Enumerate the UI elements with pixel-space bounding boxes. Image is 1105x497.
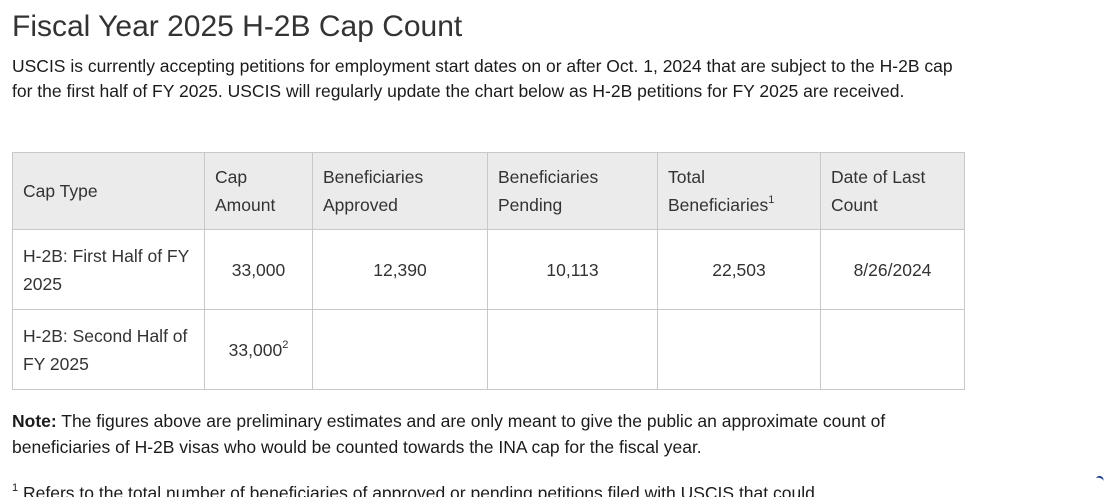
cursor-icon: [1095, 474, 1105, 483]
note-text: The figures above are preliminary estima…: [12, 411, 886, 457]
cap-amount-value: 33,000: [228, 339, 283, 360]
cell-total: [657, 309, 821, 390]
header-beneficiaries-approved: Beneficiaries Approved: [312, 152, 488, 230]
header-cap-amount: Cap Amount: [204, 152, 313, 230]
cell-date: 8/26/2024: [820, 229, 965, 310]
header-cap-type: Cap Type: [12, 152, 205, 230]
footnote-ref-1[interactable]: 1: [768, 194, 775, 207]
note-label: Note:: [12, 411, 57, 431]
intro-paragraph: USCIS is currently accepting petitions f…: [12, 56, 953, 101]
header-total-beneficiaries: Total Beneficiaries1: [657, 152, 821, 230]
header-date-last-count: Date of Last Count: [820, 152, 965, 230]
header-total-label: Total Beneficiaries: [668, 167, 769, 215]
footnote-marker: 1: [12, 482, 19, 495]
cell-approved: 12,390: [312, 229, 488, 310]
cell-cap-amount: 33,0002: [204, 309, 313, 390]
footnote-1: 1 Refers to the total number of benefici…: [12, 480, 815, 497]
cell-pending: 10,113: [487, 229, 658, 310]
header-beneficiaries-pending: Beneficiaries Pending: [487, 152, 658, 230]
cap-count-table: Cap Type Cap Amount Beneficiaries Approv…: [12, 152, 965, 390]
cell-cap-type: H-2B: First Half of FY 2025: [12, 229, 205, 310]
footnote-ref-2[interactable]: 2: [282, 338, 289, 351]
cell-cap-amount: 33,000: [204, 229, 313, 310]
cell-cap-type: H-2B: Second Half of FY 2025: [12, 309, 205, 390]
note-paragraph: Note: The figures above are preliminary …: [12, 408, 972, 460]
cell-date: [820, 309, 965, 390]
footnote-text: Refers to the total number of beneficiar…: [18, 483, 815, 497]
table-row: H-2B: First Half of FY 2025 33,000 12,39…: [12, 229, 965, 310]
cell-pending: [487, 309, 658, 390]
table-header-row: Cap Type Cap Amount Beneficiaries Approv…: [12, 152, 965, 230]
page-title: Fiscal Year 2025 H-2B Cap Count: [12, 10, 463, 43]
table-row: H-2B: Second Half of FY 2025 33,0002: [12, 309, 965, 390]
cell-approved: [312, 309, 488, 390]
cell-total: 22,503: [657, 229, 821, 310]
